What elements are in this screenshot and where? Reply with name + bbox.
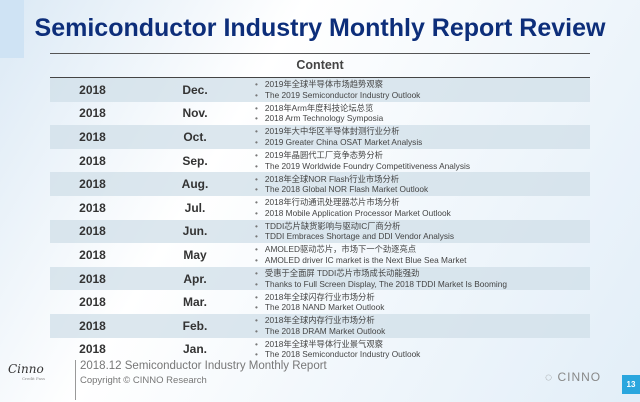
topic-en: The 2018 DRAM Market Outlook	[255, 326, 385, 337]
table-row: 2018 May AMOLED驱动芯片，市场下一个劲逐亮点 AMOLED dri…	[50, 243, 590, 267]
table-row: 2018 Aug. 2018年全球NOR Flash行业市场分析 The 201…	[50, 172, 590, 196]
month-cell: May	[183, 247, 207, 262]
month-cell: Jul.	[184, 200, 206, 215]
wechat-icon: ◌	[545, 370, 558, 384]
topic-cell: 2018年行动通讯处理器芯片市场分析 2018 Mobile Applicati…	[255, 197, 451, 218]
topic-cell: 2019年全球半导体市场趋势观察 The 2019 Semiconductor …	[255, 79, 420, 100]
cinno-brand: ◌ CINNO	[545, 370, 602, 384]
topic-en: 2018 Arm Technology Symposia	[255, 113, 383, 124]
topic-cn: 2018年全球半导体行业景气观察	[255, 339, 420, 350]
year-cell: 2018	[79, 247, 106, 262]
topic-en: Thanks to Full Screen Display, The 2018 …	[255, 279, 507, 290]
topic-cn: AMOLED驱动芯片，市场下一个劲逐亮点	[255, 244, 466, 255]
topic-cell: 2019年晶圆代工厂竞争态势分析 The 2019 Worldwide Foun…	[255, 150, 470, 171]
title-divider	[50, 53, 590, 54]
topic-cell: 2018年全球NOR Flash行业市场分析 The 2018 Global N…	[255, 174, 428, 195]
footer: Cinno Credit Pass 2018.12 Semiconductor I…	[0, 358, 640, 400]
year-cell: 2018	[79, 271, 106, 286]
topic-cn: 2018年行动通讯处理器芯片市场分析	[255, 197, 451, 208]
content-header: Content	[296, 58, 344, 72]
month-cell: Jun.	[182, 224, 208, 239]
year-cell: 2018	[79, 318, 106, 333]
table-row: 2018 Jul. 2018年行动通讯处理器芯片市场分析 2018 Mobile…	[50, 196, 590, 220]
topic-cn: 2018年全球闪存行业市场分析	[255, 292, 384, 303]
table-row: 2018 Oct. 2019年大中华区半导体封测行业分析 2019 Greate…	[50, 125, 590, 149]
topic-cn: 2019年大中华区半导体封测行业分析	[255, 126, 422, 137]
topic-cell: 2018年Arm年度科技论坛总览 2018 Arm Technology Sym…	[255, 103, 383, 124]
table-row: 2018 Jan. 2018年全球半导体行业景气观察 The 2018 Semi…	[50, 338, 590, 362]
year-cell: 2018	[79, 82, 106, 97]
month-cell: Oct.	[183, 129, 207, 144]
topic-cell: 2018年全球闪存行业市场分析 The 2018 NAND Market Out…	[255, 292, 384, 313]
topic-cn: 2019年晶圆代工厂竞争态势分析	[255, 150, 470, 161]
topic-cn: 2019年全球半导体市场趋势观察	[255, 79, 420, 90]
topic-cell: 2018年全球半导体行业景气观察 The 2018 Semiconductor …	[255, 339, 420, 360]
topic-en: The 2018 NAND Market Outlook	[255, 302, 384, 313]
footer-copyright: Copyright © CINNO Research	[80, 375, 207, 386]
topic-cell: 2018年全球内存行业市场分析 The 2018 DRAM Market Out…	[255, 315, 385, 336]
topic-cn: 2018年Arm年度科技论坛总览	[255, 103, 383, 114]
topic-cell: 2019年大中华区半导体封测行业分析 2019 Greater China OS…	[255, 126, 422, 147]
year-cell: 2018	[79, 106, 106, 121]
year-cell: 2018	[79, 224, 106, 239]
topic-en: 2018 Mobile Application Processor Market…	[255, 208, 451, 219]
table-row: 2018 Dec. 2019年全球半导体市场趋势观察 The 2019 Semi…	[50, 78, 590, 102]
topic-cell: 受惠于全面屏 TDDI芯片市场成长动能强劲 Thanks to Full Scr…	[255, 268, 507, 289]
cinno-logo: Cinno Credit Pass	[8, 362, 46, 381]
topic-en: The 2018 Semiconductor Industry Outlook	[255, 349, 420, 360]
page-number: 13	[622, 375, 640, 394]
report-table: 2018 Dec. 2019年全球半导体市场趋势观察 The 2019 Semi…	[50, 77, 590, 361]
topic-cell: AMOLED驱动芯片，市场下一个劲逐亮点 AMOLED driver IC ma…	[255, 244, 467, 266]
month-cell: Dec.	[182, 82, 208, 97]
year-cell: 2018	[79, 200, 106, 215]
topic-en: TDDI Embraces Shortage and DDI Vendor An…	[255, 231, 454, 242]
month-cell: Mar.	[182, 295, 207, 310]
table-row: 2018 Jun. TDDI芯片缺货影响与驱动IC厂商分析 TDDI Embra…	[50, 219, 590, 244]
topic-en: The 2018 Global NOR Flash Market Outlook	[255, 184, 428, 195]
footer-divider	[75, 360, 76, 400]
year-cell: 2018	[79, 129, 106, 144]
year-cell: 2018	[79, 177, 106, 192]
table-row: 2018 Feb. 2018年全球内存行业市场分析 The 2018 DRAM …	[50, 313, 590, 338]
year-cell: 2018	[79, 342, 106, 357]
month-cell: Aug.	[181, 177, 209, 192]
year-cell: 2018	[79, 153, 106, 168]
topic-cell: TDDI芯片缺货影响与驱动IC厂商分析 TDDI Embraces Shorta…	[255, 221, 454, 242]
topic-cn: TDDI芯片缺货影响与驱动IC厂商分析	[255, 221, 454, 232]
table-row: 2018 Mar. 2018年全球闪存行业市场分析 The 2018 NAND …	[50, 290, 590, 314]
topic-en: The 2019 Semiconductor Industry Outlook	[255, 90, 420, 101]
topic-en: The 2019 Worldwide Foundry Competitivene…	[255, 161, 470, 172]
month-cell: Apr.	[183, 271, 207, 286]
footer-report-title: 2018.12 Semiconductor Industry Monthly R…	[80, 360, 327, 372]
topic-cn: 受惠于全面屏 TDDI芯片市场成长动能强劲	[255, 268, 507, 279]
table-row: 2018 Apr. 受惠于全面屏 TDDI芯片市场成长动能强劲 Thanks t…	[50, 266, 590, 291]
year-cell: 2018	[79, 295, 106, 310]
month-cell: Jan.	[182, 342, 207, 357]
topic-en: AMOLED driver IC market is the Next Blue…	[255, 255, 467, 266]
topic-en: 2019 Greater China OSAT Market Analysis	[255, 137, 422, 148]
corner-accent	[0, 0, 24, 58]
topic-cn: 2018年全球内存行业市场分析	[255, 315, 385, 326]
month-cell: Sep.	[182, 153, 208, 168]
topic-cn: 2018年全球NOR Flash行业市场分析	[255, 174, 428, 185]
table-row: 2018 Nov. 2018年Arm年度科技论坛总览 2018 Arm Tech…	[50, 102, 590, 126]
table-row: 2018 Sep. 2019年晶圆代工厂竞争态势分析 The 2019 Worl…	[50, 149, 590, 173]
page-title: Semiconductor Industry Monthly Report Re…	[34, 14, 606, 42]
month-cell: Nov.	[182, 106, 208, 121]
month-cell: Feb.	[182, 318, 208, 333]
